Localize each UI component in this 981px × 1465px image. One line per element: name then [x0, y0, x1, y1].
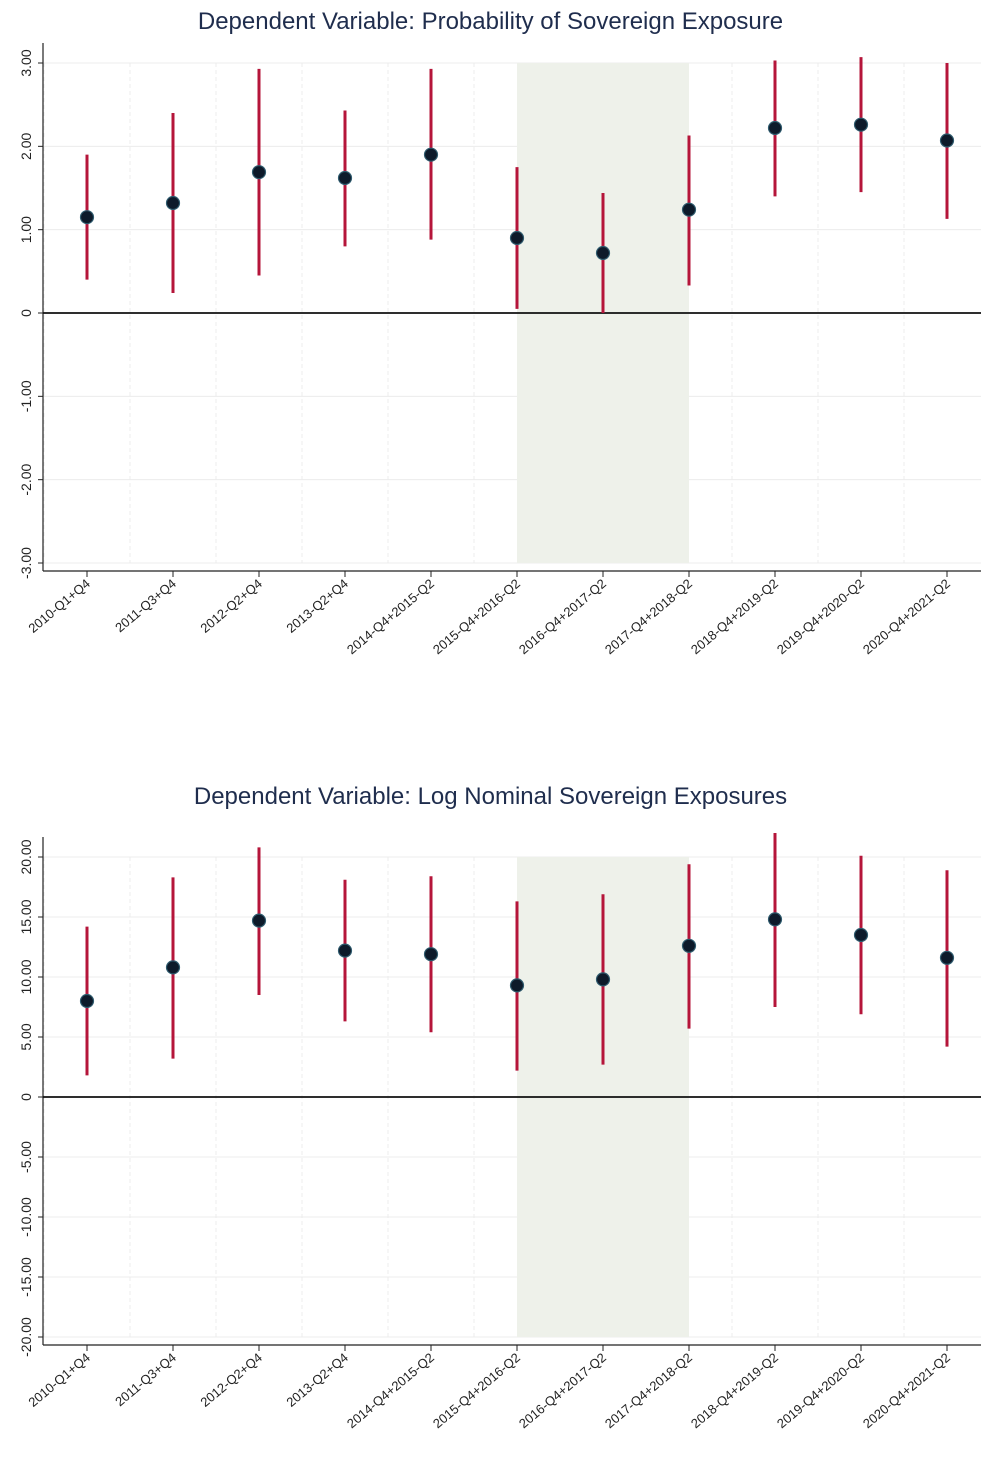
- x-tick-label: 2013-Q2+Q4: [283, 576, 351, 636]
- data-point: [423, 147, 439, 162]
- data-point: [165, 960, 181, 975]
- chart-title: Dependent Variable: Log Nominal Sovereig…: [193, 783, 788, 810]
- x-tick-label: 2019-Q4+2020-Q2: [774, 576, 867, 657]
- data-point: [767, 120, 783, 136]
- chart-log-nominal-sovereign-exposures: Dependent Variable: Log Nominal Sovereig…: [0, 775, 981, 1465]
- data-point: [767, 912, 783, 927]
- data-point: [251, 165, 267, 180]
- data-point: [79, 210, 95, 225]
- x-tick-label: 2015-Q4+2016-Q2: [430, 576, 523, 657]
- data-point: [337, 943, 353, 958]
- x-tick-label: 2010-Q1+Q4: [25, 576, 93, 636]
- y-tick-label: 0: [18, 1093, 34, 1101]
- y-tick-label: -20.00: [18, 1317, 34, 1357]
- y-tick-label: -10.00: [18, 1197, 34, 1237]
- y-tick-label: 15.00: [18, 899, 34, 934]
- y-tick-label: -15.00: [18, 1257, 34, 1297]
- x-tick-label: 2016-Q4+2017-Q2: [516, 576, 609, 657]
- x-tick-label: 2019-Q4+2020-Q2: [774, 1350, 867, 1431]
- data-point: [509, 230, 525, 246]
- data-point: [509, 978, 525, 993]
- chart-svg: -3.00 -2.00 -1.00 0 1.00 2.00 3.00 2010-Q1+Q4 20…: [18, 43, 981, 657]
- data-point: [595, 245, 611, 261]
- data-point: [939, 950, 955, 965]
- y-tick-label: -3.00: [18, 547, 34, 579]
- data-point: [165, 195, 181, 211]
- y-tick-label: 2.00: [18, 132, 34, 159]
- x-tick-label: 2017-Q4+2018-Q2: [602, 1350, 695, 1431]
- data-point: [681, 938, 697, 953]
- x-tick-label: 2011-Q3+Q4: [112, 576, 179, 635]
- y-tick-label: -1.00: [18, 380, 34, 412]
- data-point: [79, 993, 95, 1009]
- data-point: [853, 117, 869, 132]
- y-tick-label: 10.00: [18, 959, 34, 994]
- x-tick-label: 2012-Q2+Q4: [197, 1350, 265, 1410]
- y-tick-label: 3.00: [18, 49, 34, 76]
- x-tick-label: 2017-Q4+2018-Q2: [602, 576, 695, 657]
- data-point: [251, 913, 267, 928]
- x-tick-label: 2012-Q2+Q4: [197, 576, 265, 636]
- chart-svg: -20.00 -15.00 -10.00 -5.00 0 5.00 10.00 15.00 20…: [18, 833, 981, 1431]
- y-tick-label: 20.00: [18, 839, 34, 874]
- y-tick-label: -5.00: [18, 1141, 34, 1173]
- x-tick-label: 2014-Q4+2015-Q2: [344, 1350, 437, 1431]
- data-point: [681, 202, 697, 217]
- x-tick-label: 2020-Q4+2021-Q2: [860, 576, 953, 657]
- data-point: [853, 927, 869, 943]
- y-tick-label: 5.00: [18, 1023, 34, 1050]
- x-tick-label: 2011-Q3+Q4: [112, 1350, 179, 1409]
- x-tick-label: 2010-Q1+Q4: [25, 1350, 93, 1410]
- chart-title: Dependent Variable: Probability of Sover…: [197, 8, 784, 35]
- data-point: [337, 170, 353, 186]
- x-tick-label: 2018-Q4+2019-Q2: [688, 1350, 781, 1431]
- data-point: [423, 947, 439, 962]
- y-tick-label: 0: [18, 309, 34, 317]
- chart-probability-sovereign-exposure: Dependent Variable: Probability of Sover…: [0, 0, 981, 720]
- x-tick-label: 2014-Q4+2015-Q2: [344, 576, 437, 657]
- x-tick-label: 2013-Q2+Q4: [283, 1350, 351, 1410]
- y-tick-label: 1.00: [18, 216, 34, 243]
- x-tick-label: 2020-Q4+2021-Q2: [860, 1350, 953, 1431]
- y-tick-label: -2.00: [18, 464, 34, 496]
- data-point: [595, 972, 611, 987]
- x-tick-label: 2018-Q4+2019-Q2: [688, 576, 781, 657]
- x-tick-label: 2016-Q4+2017-Q2: [516, 1350, 609, 1431]
- x-tick-label: 2015-Q4+2016-Q2: [430, 1350, 523, 1431]
- data-point: [939, 133, 955, 148]
